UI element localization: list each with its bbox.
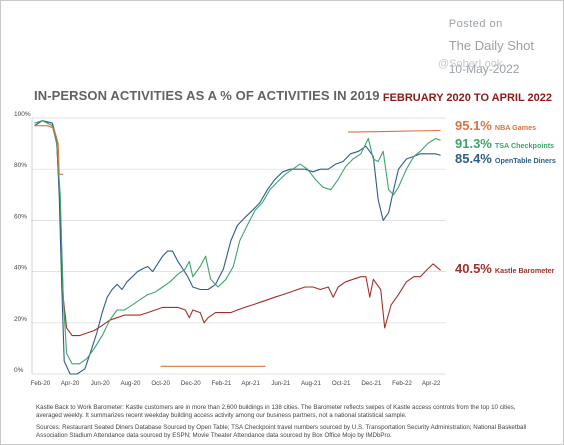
y-tick-label: 0% bbox=[14, 367, 24, 374]
series-name-kastle-barometer: Kastle Barometer bbox=[495, 266, 555, 275]
y-tick-label: 80% bbox=[14, 162, 27, 169]
x-tick-label: Apr-21 bbox=[241, 380, 260, 387]
x-tick-label: Feb-22 bbox=[392, 380, 412, 387]
x-tick-label: Apr-22 bbox=[422, 380, 441, 387]
x-tick-label: Jun-21 bbox=[271, 380, 290, 387]
watermark-posted: Posted on bbox=[448, 18, 503, 30]
y-tick-label: 100% bbox=[14, 111, 31, 118]
x-tick-label: Oct-20 bbox=[151, 380, 170, 387]
y-tick-label: 40% bbox=[14, 265, 27, 272]
series-line-tsa-checkpoints bbox=[34, 120, 441, 365]
y-tick-label: 20% bbox=[14, 316, 27, 323]
x-tick-label: Dec-20 bbox=[181, 380, 202, 387]
x-tick-label: Aug-21 bbox=[301, 380, 322, 387]
series-label-kastle-barometer: 40.5% Kastle Barometer bbox=[455, 261, 555, 276]
series-value-kastle-barometer: 40.5% bbox=[455, 261, 492, 276]
chart-title: IN-PERSON ACTIVITIES AS A % OF ACTIVITIE… bbox=[34, 88, 380, 103]
x-tick-label: Jun-20 bbox=[91, 380, 110, 387]
watermark-date: 10-May-2022 bbox=[448, 62, 520, 76]
series-name-tsa-checkpoints: TSA Checkpoints bbox=[495, 141, 554, 150]
series-line-nba-games bbox=[34, 125, 64, 175]
series-line-kastle-barometer bbox=[34, 120, 441, 337]
x-tick-label: Dec-21 bbox=[361, 380, 382, 387]
chart-subtitle: FEBRUARY 2020 TO APRIL 2022 bbox=[382, 92, 552, 104]
y-tick-label: 60% bbox=[14, 213, 27, 220]
watermark: Posted on The Daily Shot 10-May-2022 bbox=[449, 18, 534, 77]
chart-footer: Kastle Back to Work Barometer: Kastle cu… bbox=[36, 404, 536, 443]
x-tick-label: Oct-21 bbox=[332, 380, 351, 387]
series-value-opentable-diners: 85.4% bbox=[455, 151, 492, 166]
series-value-nba-games: 95.1% bbox=[455, 118, 492, 133]
watermark-source: The Daily Shot bbox=[448, 37, 534, 53]
series-line-nba-games bbox=[348, 129, 441, 133]
footer-sources: Sources: Restaurant Seated Diners Databa… bbox=[36, 423, 527, 440]
x-tick-label: Feb-20 bbox=[31, 380, 51, 387]
series-label-nba-games: 95.1% NBA Games bbox=[455, 118, 536, 133]
series-line-opentable-diners bbox=[34, 120, 441, 375]
series-value-tsa-checkpoints: 91.3% bbox=[455, 136, 492, 151]
x-tick-label: Aug-20 bbox=[120, 380, 141, 387]
series-name-nba-games: NBA Games bbox=[495, 123, 536, 132]
x-tick-label: Feb-21 bbox=[212, 380, 232, 387]
series-name-opentable-diners: OpenTable Diners bbox=[495, 156, 556, 165]
watermark-handle: @SoberLook bbox=[438, 58, 503, 70]
footer-note: Kastle Back to Work Barometer: Kastle cu… bbox=[36, 404, 516, 420]
x-tick-label: Apr-20 bbox=[61, 380, 80, 387]
series-label-tsa-checkpoints: 91.3% TSA Checkpoints bbox=[455, 136, 554, 151]
series-label-opentable-diners: 85.4% OpenTable Diners bbox=[455, 151, 556, 166]
